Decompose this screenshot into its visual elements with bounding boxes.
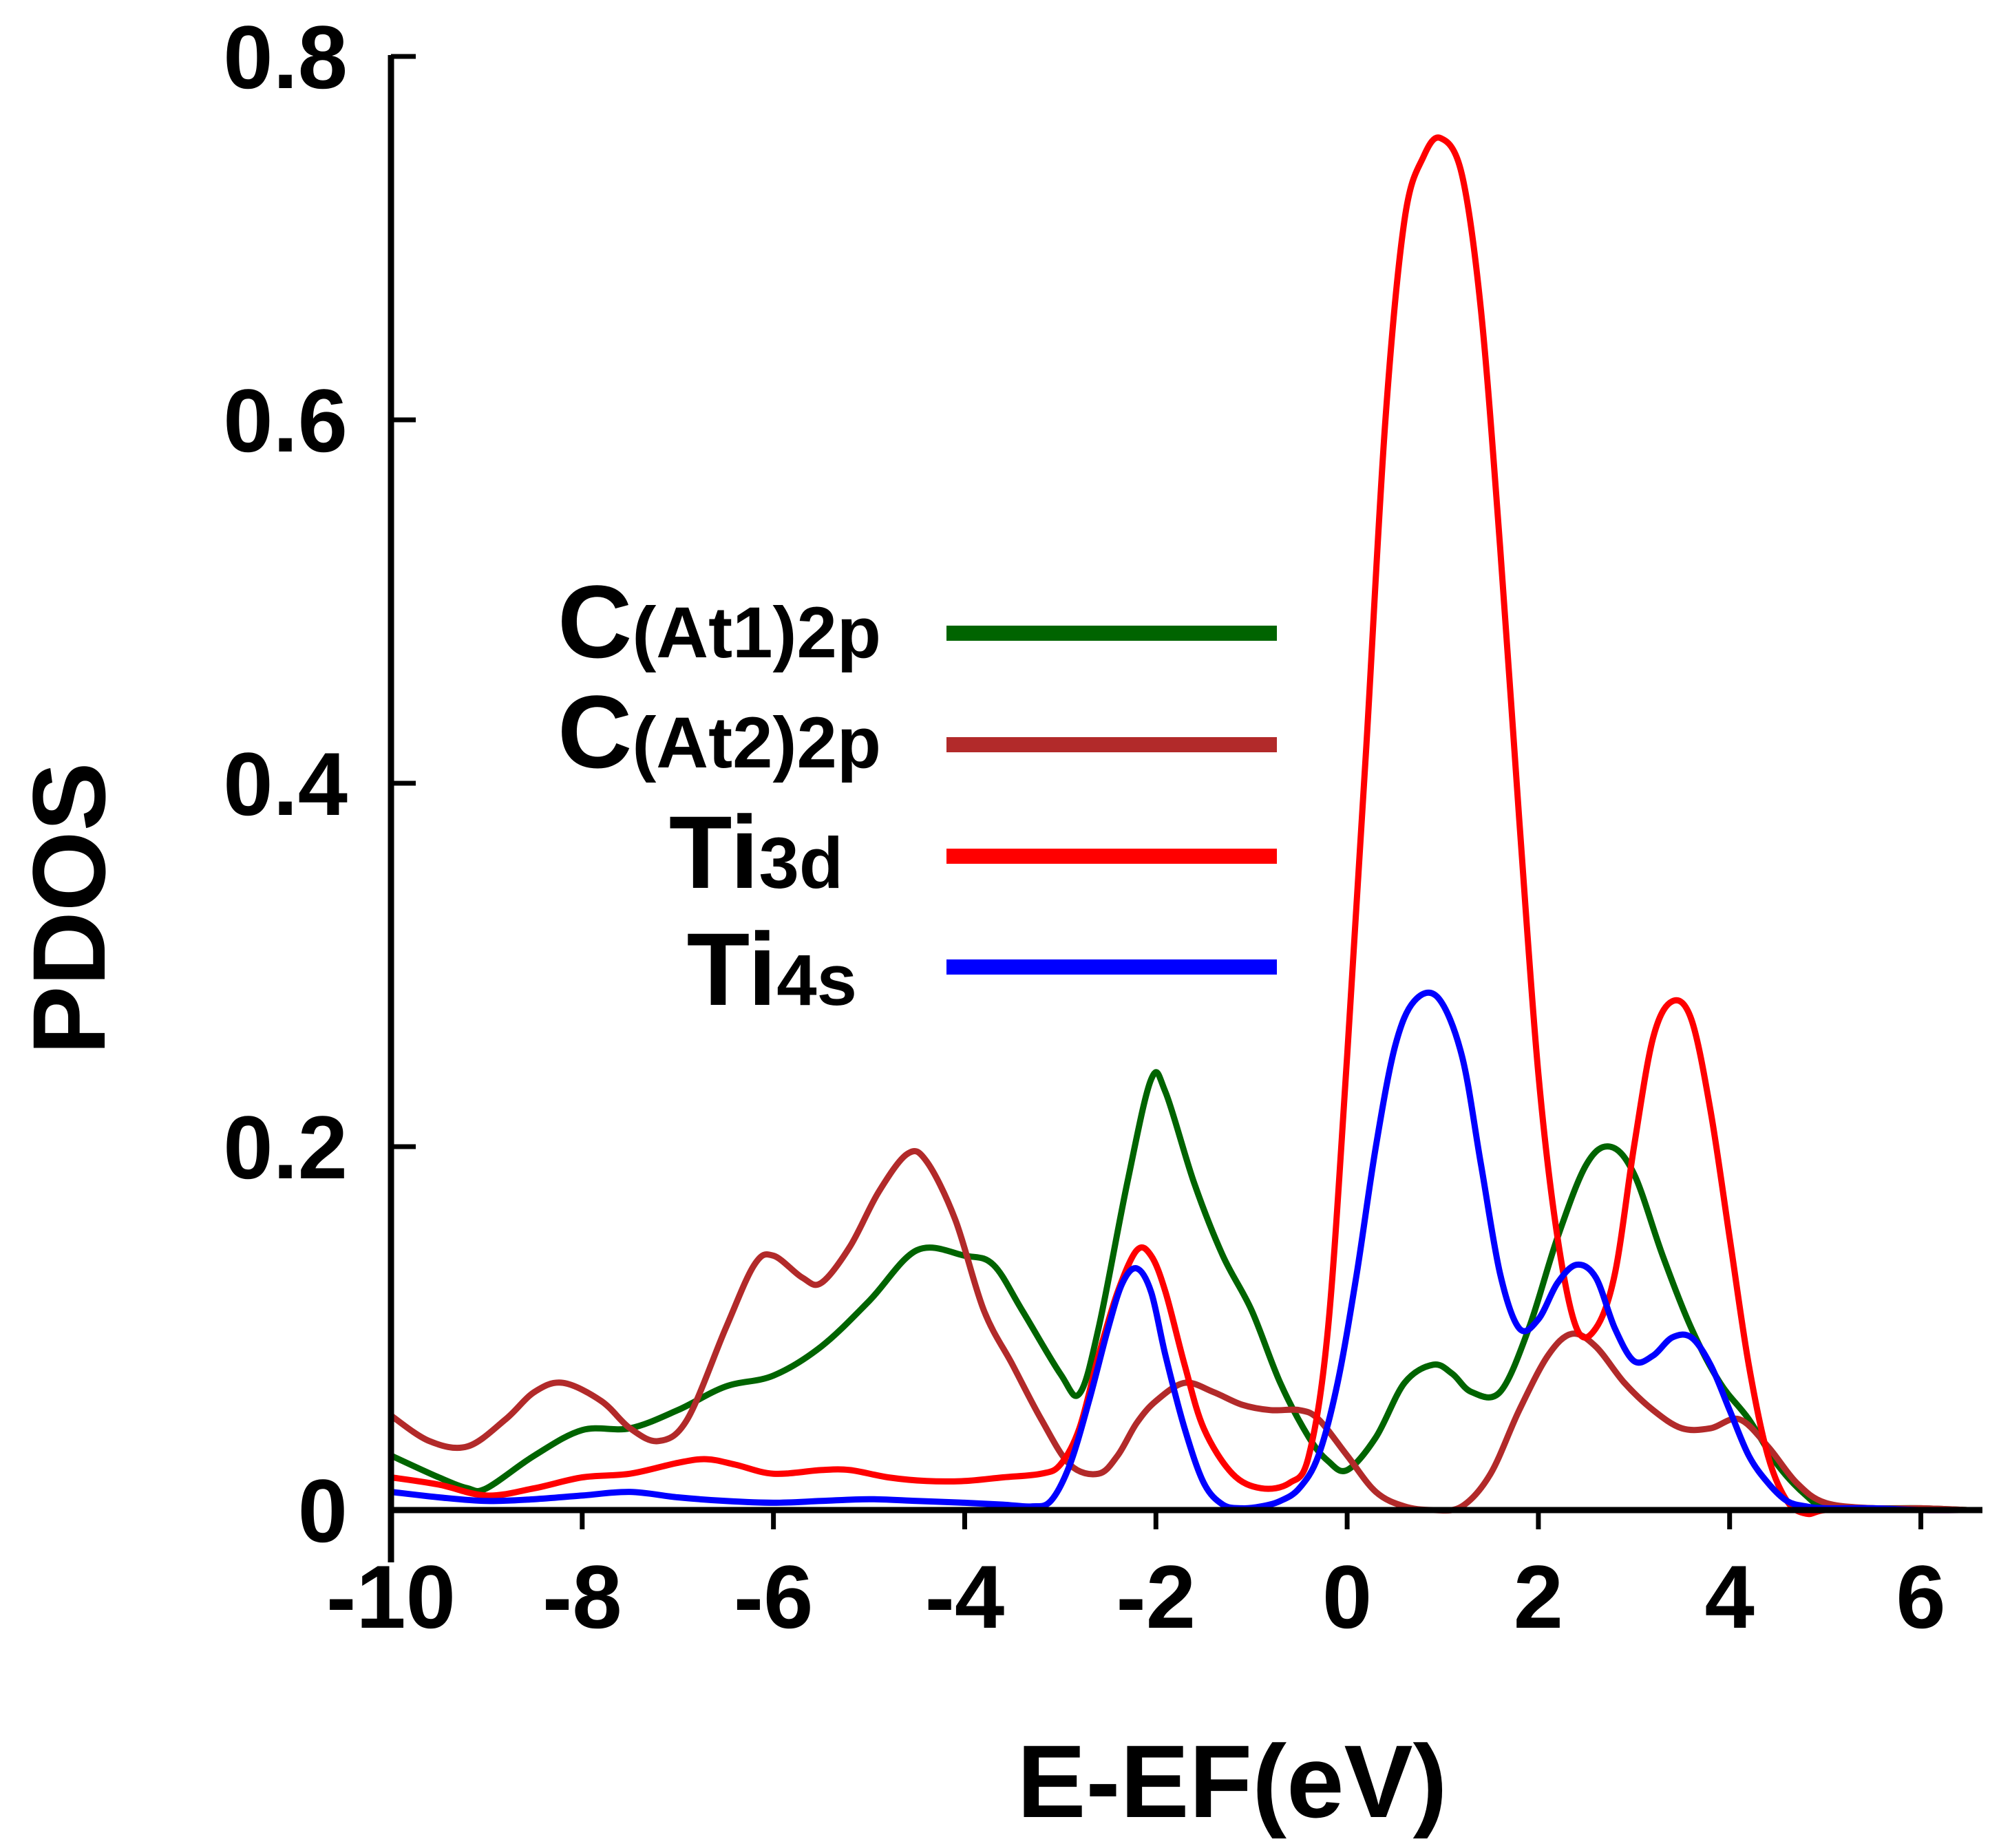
series-line-ti3d xyxy=(388,134,1972,1518)
series-layer xyxy=(388,134,1972,1518)
series-line-c-at1-2p xyxy=(388,1069,1972,1514)
legend-entry-c-at2-2p: C(At2)2p xyxy=(558,674,1277,789)
y-tick-label: 0.2 xyxy=(223,1097,348,1198)
series-line-ti4s xyxy=(388,989,1972,1514)
y-tick-label: 0.4 xyxy=(223,734,348,834)
x-tick-label: 2 xyxy=(1514,1547,1563,1647)
legend-label-c-at1-2p: C(At1)2p xyxy=(558,564,881,679)
y-tick-label: 0.8 xyxy=(223,7,348,107)
legend-entry-c-at1-2p: C(At1)2p xyxy=(558,564,1277,679)
legend-label-ti3d: Ti3d xyxy=(669,794,843,910)
legend-entry-ti4s: Ti4s xyxy=(687,911,1277,1027)
legend-label-c-at2-2p: C(At2)2p xyxy=(558,674,881,789)
y-axis-title: PDOS xyxy=(11,762,127,1054)
x-axis-title: E-EF(eV) xyxy=(1017,1723,1447,1839)
axes-layer xyxy=(388,55,1982,1562)
legend: C(At1)2p C(At2)2p Ti3d Ti4s xyxy=(558,564,1277,1027)
x-tick-label: -8 xyxy=(542,1547,622,1647)
y-tick-label: 0 xyxy=(298,1461,348,1561)
x-tick-label: -2 xyxy=(1116,1547,1196,1647)
x-tick-label: 4 xyxy=(1705,1547,1755,1647)
legend-entry-ti3d: Ti3d xyxy=(669,794,1277,910)
x-tick-label: 6 xyxy=(1896,1547,1945,1647)
x-tick-label: -4 xyxy=(925,1547,1005,1647)
ticks-layer: -10 -8 -6 -4 -2 0 2 4 6 0 0.2 0.4 0.6 0.8 xyxy=(223,7,1945,1647)
x-tick-label: -10 xyxy=(326,1547,456,1647)
series-line-c-at2-2p xyxy=(388,1147,1972,1514)
y-tick-label: 0.6 xyxy=(223,370,348,471)
x-tick-label: 0 xyxy=(1322,1547,1372,1647)
legend-label-ti4s: Ti4s xyxy=(687,911,857,1027)
x-tick-label: -6 xyxy=(734,1547,814,1647)
